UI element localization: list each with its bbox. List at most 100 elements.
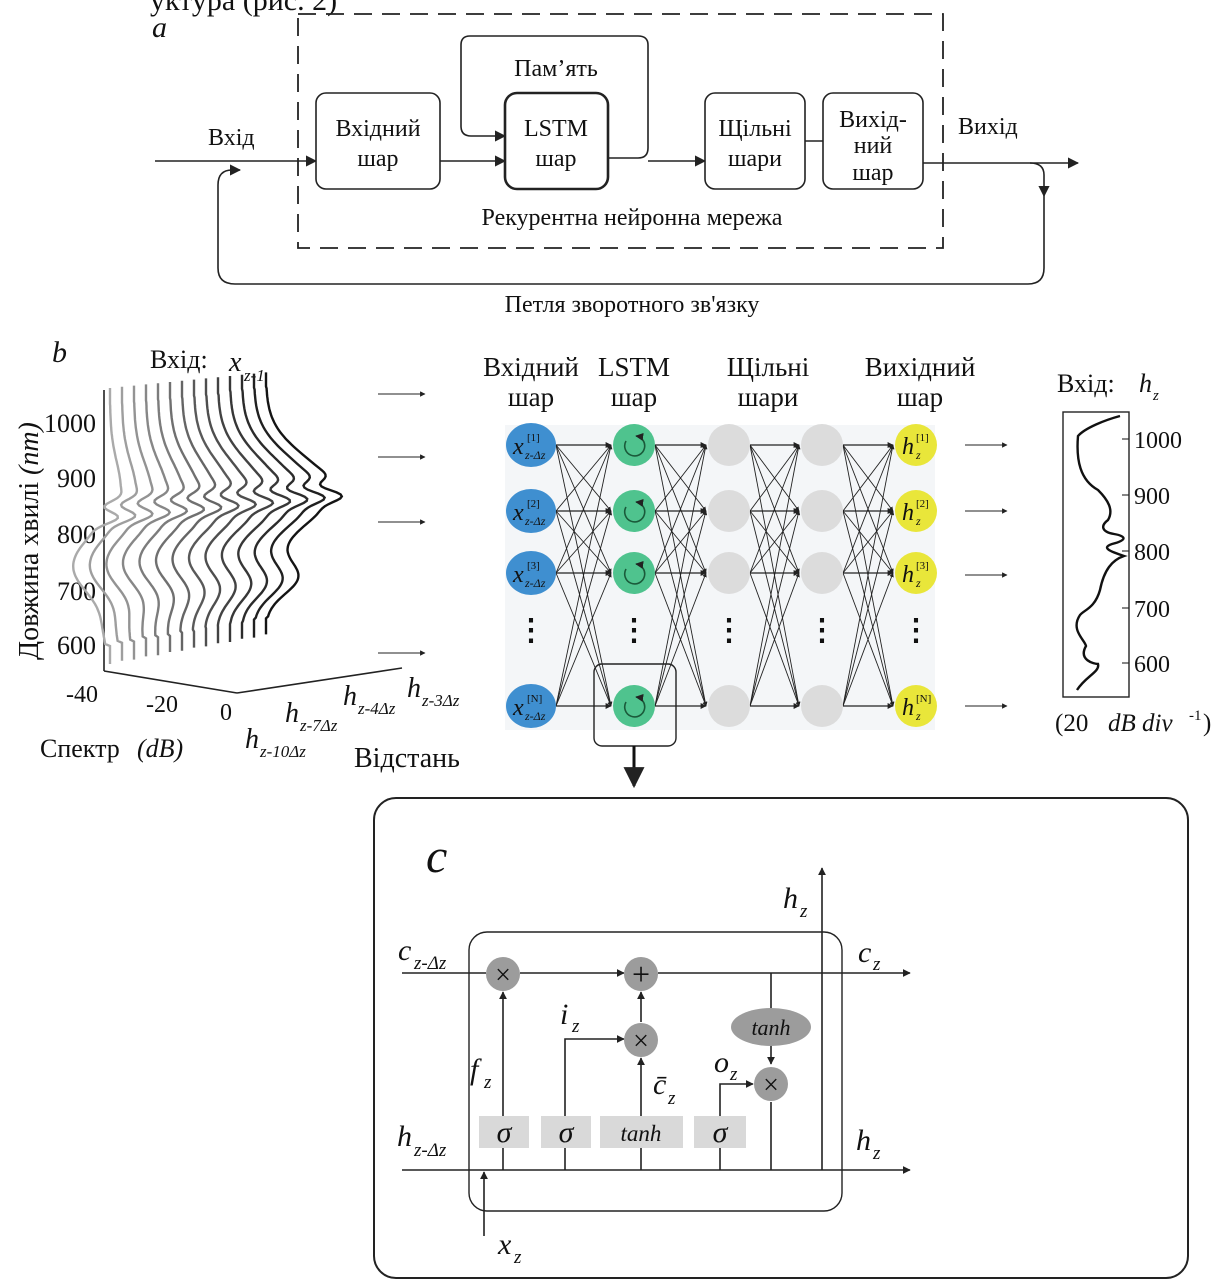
network-edge: [555, 510, 612, 574]
dense1-ellipsis: ⋮: [714, 614, 744, 647]
col-lstm-line1: LSTM: [598, 352, 670, 382]
input-node-1-sub: z-Δz: [524, 448, 546, 462]
spectrum-curve: [71, 388, 123, 664]
sigma-label: σ: [559, 1116, 575, 1149]
network-edges: [555, 442, 895, 709]
output-layer-line2: ний: [854, 133, 893, 159]
output-node-2-sub: z: [915, 514, 921, 528]
output-node-n-sub: z: [915, 709, 921, 723]
input-label: Вхід: [208, 125, 255, 151]
h-prev-base: h: [397, 1120, 412, 1153]
h-top-sub: z: [799, 901, 808, 922]
cell-add-node: [624, 957, 658, 991]
depth-label-3-sub: z-3Δz: [421, 691, 460, 710]
recurrent-icon: [623, 560, 646, 585]
right-tick-1000: 1000: [1134, 428, 1182, 454]
tanh-box-label: tanh: [621, 1121, 662, 1146]
memory-label: Пам’ять: [514, 56, 598, 82]
input-title-left: Вхід:: [150, 345, 208, 374]
lstm-nodes: ⋮: [613, 424, 655, 727]
lstm-layer-box: [503, 91, 610, 191]
times-symbol: ×: [495, 960, 511, 991]
x-in-base: x: [497, 1228, 512, 1261]
panel-c-letter: c: [426, 830, 447, 883]
input-layer-box: [315, 92, 441, 190]
cell-boundary: [468, 931, 843, 1212]
input-node-1: [506, 423, 556, 467]
lstm-node-2: [613, 490, 655, 532]
panel-a-letter: a: [152, 11, 167, 44]
spectrum-curve: [88, 386, 139, 661]
i-gate-base: i: [560, 998, 568, 1031]
network-edge: [654, 572, 707, 707]
x-axis-line: [103, 670, 238, 694]
forget-sigma-box: [479, 1116, 529, 1148]
col-lstm-line2: шар: [611, 382, 657, 412]
y-tick-1000: 1000: [44, 409, 96, 438]
output-ellipsis: ⋮: [901, 614, 931, 647]
spectrum-curve: [228, 376, 292, 642]
output-node-2-base: h: [902, 500, 914, 526]
forget-multiply-node: [486, 957, 520, 991]
h-out-sub: z: [872, 1143, 881, 1164]
right-scale-sup: -1: [1189, 708, 1202, 724]
h-prev-sub: z-Δz: [413, 1140, 447, 1161]
right-input-var: h: [1139, 369, 1152, 398]
network-edge: [842, 510, 895, 707]
panel-b: b Вхід: x z -1 Довжина хвилі (nm) 1000 90…: [14, 336, 1211, 789]
col-output-line2: шар: [897, 382, 943, 412]
right-tick-800: 800: [1134, 540, 1170, 566]
depth-label-7-base: h: [285, 698, 299, 729]
panel-b-letter: b: [52, 336, 67, 369]
lstm-node-1: [613, 424, 655, 466]
col-output-line1: Вихідний: [865, 352, 976, 382]
input-node-1-sup: [1]: [527, 432, 540, 444]
output-node-3: [895, 552, 937, 594]
input-node-2-base: x: [512, 500, 524, 526]
network-edge: [842, 510, 894, 574]
spectrum-curve: [240, 374, 309, 639]
dense2-ellipsis: ⋮: [807, 614, 837, 647]
network-edge: [842, 444, 894, 512]
x-tick-0: 0: [220, 700, 232, 726]
network-edge: [555, 444, 612, 512]
depth-label-4-base: h: [343, 681, 357, 712]
h-out-base: h: [856, 1124, 871, 1157]
header-fragment: уктура (рис. 2): [150, 0, 337, 17]
y-axis-label: Довжина хвилі: [14, 482, 45, 660]
network-edge: [749, 444, 800, 512]
recurrent-icon: [623, 498, 646, 523]
output-layer-box: [822, 92, 924, 190]
plus-symbol: +: [632, 956, 650, 992]
times-symbol: ×: [633, 1026, 649, 1057]
input-sigma-box: [541, 1116, 591, 1148]
network-edge: [842, 572, 894, 707]
col-dense-line2: шари: [738, 382, 799, 412]
network-edge: [749, 444, 801, 707]
input-multiply-node: [624, 1023, 658, 1057]
col-input-line2: шар: [508, 382, 554, 412]
right-ticks: 1000 900 800 700 600: [1122, 428, 1182, 678]
x-tick-minus40: -40: [66, 682, 98, 708]
network-edge: [654, 444, 708, 707]
tanh-label: tanh: [751, 1015, 790, 1040]
y-axis-unit: (nm): [14, 422, 45, 475]
output-node-n: [895, 685, 937, 727]
panel-a: a Вхід Вхідний шар Пам’ять LSTM шар Щіль…: [152, 11, 1080, 318]
dense-layers-line2: шари: [728, 146, 782, 172]
output-multiply-node: [754, 1067, 788, 1101]
network-edge: [842, 444, 895, 707]
network-edge: [654, 444, 707, 574]
right-scale-suffix: ): [1203, 710, 1211, 737]
output-nodes: h [1] z h [2] z h [3] z h [N] z ⋮: [895, 424, 937, 727]
spectrum-curve: [187, 379, 240, 648]
dense2-node-1: [801, 424, 843, 466]
output-node-1-sub: z: [915, 448, 921, 462]
input-node-3-base: x: [512, 562, 524, 588]
spectrum-curve: [171, 380, 223, 651]
c-prev-sub: z-Δz: [413, 953, 447, 974]
spectrum-curve: [264, 372, 344, 635]
output-label: Вихід: [958, 114, 1018, 140]
input-node-2: [506, 489, 556, 533]
